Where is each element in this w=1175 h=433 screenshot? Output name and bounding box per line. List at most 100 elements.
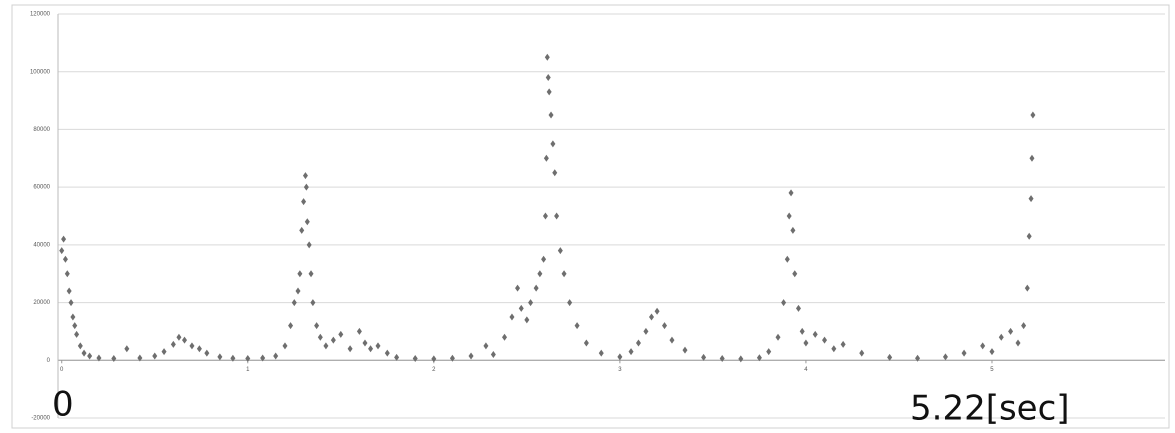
point xyxy=(317,333,323,341)
point xyxy=(189,342,195,350)
point xyxy=(152,352,158,360)
point xyxy=(74,330,80,338)
point xyxy=(68,299,74,307)
point xyxy=(161,348,167,356)
y-tick-label: 40000 xyxy=(33,242,50,248)
y-tick-label: -20000 xyxy=(31,416,50,422)
point xyxy=(859,349,865,357)
point xyxy=(59,247,65,255)
x-tick-label: 2 xyxy=(432,367,436,373)
point xyxy=(533,284,539,292)
y-tick-label: 100000 xyxy=(30,69,51,75)
point xyxy=(942,353,948,361)
point xyxy=(217,353,223,361)
point xyxy=(96,354,102,362)
point xyxy=(812,330,818,338)
point xyxy=(77,342,83,350)
point xyxy=(548,111,554,119)
point xyxy=(628,348,634,356)
point xyxy=(111,355,117,363)
point xyxy=(961,349,967,357)
point xyxy=(124,345,130,353)
point xyxy=(323,342,329,350)
point xyxy=(449,354,455,362)
point xyxy=(338,330,344,338)
point xyxy=(431,355,437,363)
point xyxy=(509,313,515,321)
x-tick-label: 3 xyxy=(618,367,622,373)
point xyxy=(541,255,547,263)
point xyxy=(502,333,508,341)
point xyxy=(799,327,805,335)
point xyxy=(176,333,182,341)
point xyxy=(998,333,1004,341)
point xyxy=(306,241,312,249)
point xyxy=(557,247,563,255)
point xyxy=(518,304,524,312)
point xyxy=(545,73,551,81)
point xyxy=(635,339,641,347)
point xyxy=(384,349,390,357)
point xyxy=(524,316,530,324)
point xyxy=(831,345,837,353)
point xyxy=(552,169,558,177)
point xyxy=(282,342,288,350)
point xyxy=(308,270,314,278)
point xyxy=(738,355,744,363)
annotation: 0 xyxy=(52,385,74,425)
point xyxy=(1028,195,1034,203)
point xyxy=(554,212,560,220)
point xyxy=(1021,322,1027,330)
point xyxy=(314,322,320,330)
point xyxy=(583,339,589,347)
point xyxy=(64,270,70,278)
x-tick-label: 1 xyxy=(246,367,250,373)
point xyxy=(1008,327,1014,335)
point xyxy=(62,255,68,263)
point xyxy=(196,345,202,353)
point xyxy=(795,304,801,312)
point xyxy=(302,172,308,180)
point xyxy=(1030,111,1036,119)
point xyxy=(368,345,374,353)
point xyxy=(788,189,794,197)
point xyxy=(786,212,792,220)
point xyxy=(980,342,986,350)
point xyxy=(61,235,67,243)
x-tick-label: 0 xyxy=(60,367,64,373)
point xyxy=(567,299,573,307)
point xyxy=(362,339,368,347)
point xyxy=(550,140,556,148)
point xyxy=(375,342,381,350)
point xyxy=(310,299,316,307)
point xyxy=(301,198,307,206)
point xyxy=(617,353,623,361)
point xyxy=(915,354,921,362)
point xyxy=(1015,339,1021,347)
point xyxy=(204,349,210,357)
point xyxy=(643,327,649,335)
point xyxy=(394,353,400,361)
annotation: 5.22[sec] xyxy=(910,389,1070,429)
point xyxy=(544,53,550,61)
point xyxy=(546,88,552,96)
y-tick-label: 60000 xyxy=(33,185,50,191)
point xyxy=(468,352,474,360)
point xyxy=(299,226,305,234)
point xyxy=(1029,154,1035,162)
point xyxy=(701,353,707,361)
point xyxy=(304,218,310,226)
point xyxy=(295,287,301,295)
point xyxy=(775,333,781,341)
point xyxy=(303,183,309,191)
point xyxy=(528,299,534,307)
point xyxy=(137,354,143,362)
point xyxy=(273,352,279,360)
y-tick-label: 0 xyxy=(47,358,51,364)
point xyxy=(598,349,604,357)
point xyxy=(87,352,93,360)
labels: -200000200004000060000800001000001200000… xyxy=(30,12,994,422)
point xyxy=(1026,232,1032,240)
point xyxy=(756,354,762,362)
